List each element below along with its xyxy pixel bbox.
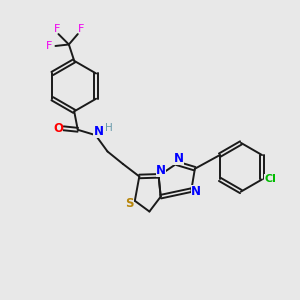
Text: F: F <box>78 24 85 34</box>
Text: S: S <box>125 197 134 210</box>
Text: F: F <box>46 41 53 51</box>
Text: H: H <box>104 123 112 133</box>
Text: N: N <box>156 164 166 177</box>
Text: F: F <box>54 24 60 34</box>
Text: N: N <box>191 185 201 198</box>
Text: O: O <box>53 122 63 135</box>
Text: Cl: Cl <box>264 174 276 184</box>
Text: N: N <box>94 125 103 138</box>
Text: N: N <box>173 152 184 164</box>
